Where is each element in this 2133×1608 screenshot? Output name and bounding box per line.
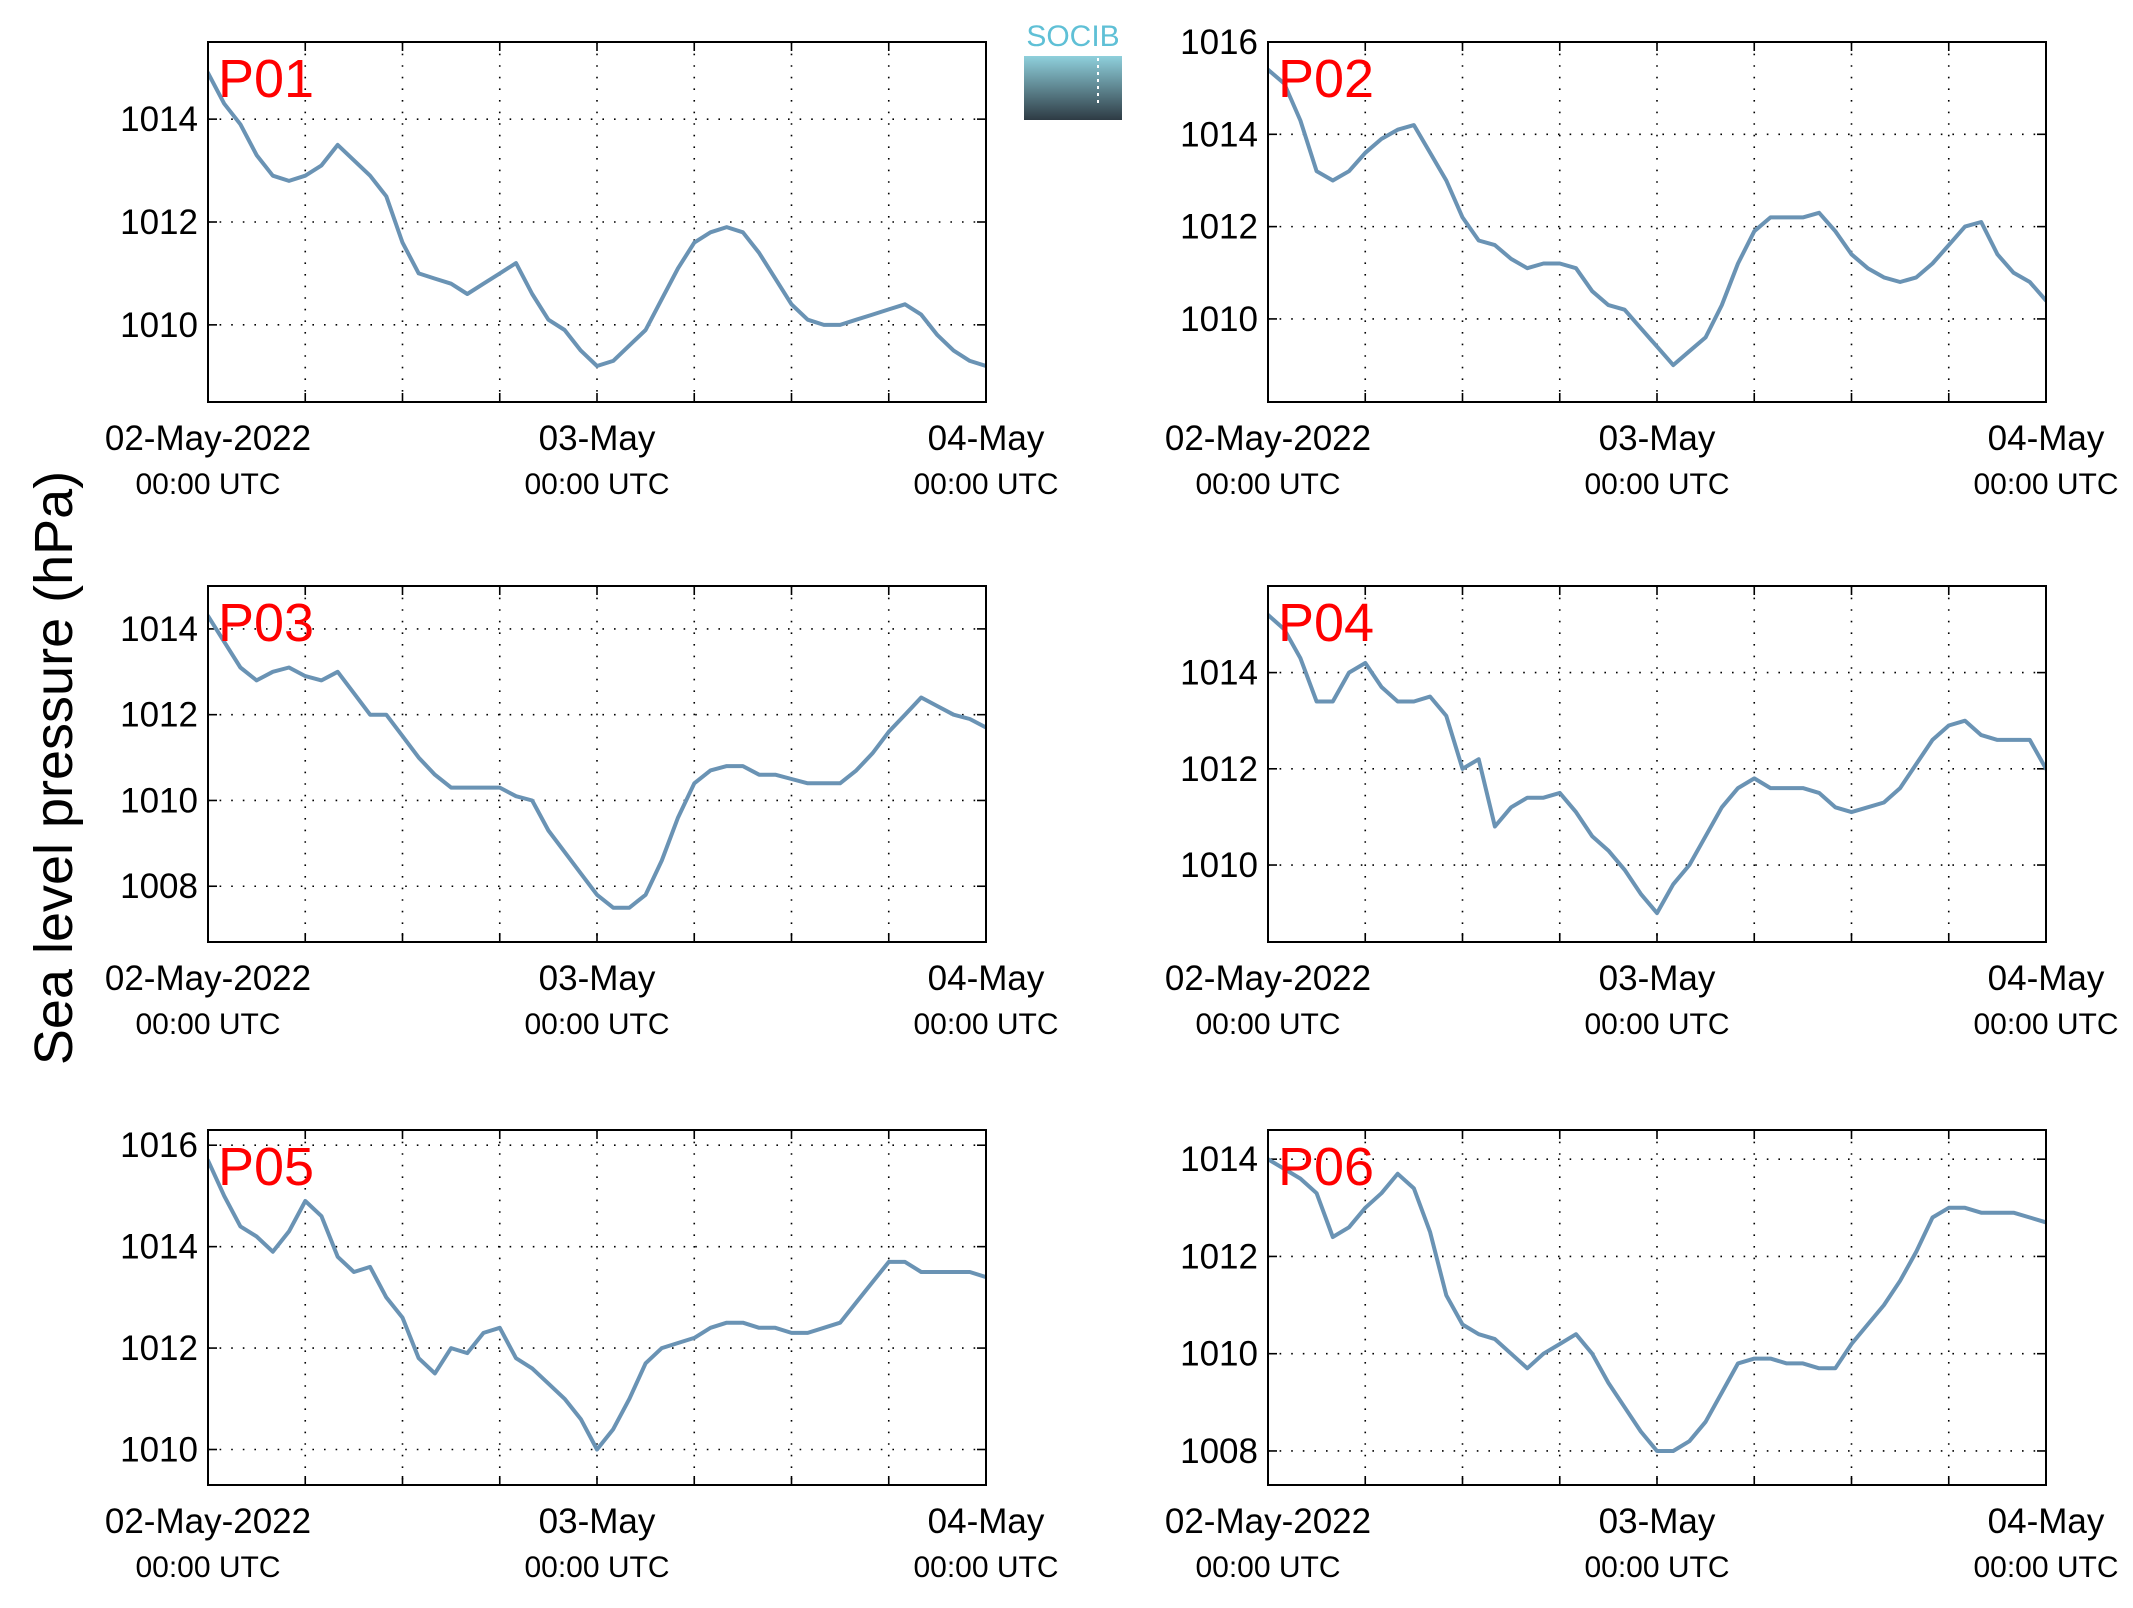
y-tick-label: 1010 <box>1180 1335 1258 1374</box>
x-tick-label-date: 02-May-2022 <box>1165 959 1371 998</box>
panel-label: P05 <box>218 1137 314 1197</box>
x-tick-label-date: 04-May <box>928 959 1045 998</box>
x-tick-label-date: 03-May <box>1599 1502 1716 1541</box>
y-tick-label: 1010 <box>1180 300 1258 339</box>
pressure-series-line <box>1268 1157 2046 1453</box>
y-tick-label: 1014 <box>120 100 198 139</box>
x-tick-label-date: 02-May-2022 <box>105 1502 311 1541</box>
pressure-series-line <box>208 70 986 368</box>
x-tick-label-date: 04-May <box>928 419 1045 458</box>
y-tick-label: 1012 <box>120 203 198 242</box>
x-tick-label-time: 00:00 UTC <box>913 1551 1058 1584</box>
y-tick-label: 1012 <box>1180 208 1258 247</box>
chart-panel-5: 1010 1012 1014 1016 02-May-2022 00:00 UTC 03-M… <box>105 1126 1059 1584</box>
x-tick-label-time: 00:00 UTC <box>1973 468 2118 501</box>
panel-label: P06 <box>1278 1137 1374 1197</box>
plot-frame <box>207 585 987 943</box>
pressure-series-line <box>208 614 986 910</box>
x-tick-label-date: 04-May <box>928 1502 1045 1541</box>
x-tick-label-time: 00:00 UTC <box>1195 1008 1340 1041</box>
x-tick-label-time: 00:00 UTC <box>1195 1551 1340 1584</box>
x-tick-label-date: 02-May-2022 <box>1165 1502 1371 1541</box>
plot-frame <box>207 41 987 403</box>
y-tick-label: 1012 <box>120 696 198 735</box>
y-tick-label: 1014 <box>1180 654 1258 693</box>
x-tick-label-date: 03-May <box>539 959 656 998</box>
y-tick-label: 1008 <box>1180 1432 1258 1471</box>
x-tick-label-date: 03-May <box>539 1502 656 1541</box>
y-tick-label: 1010 <box>120 781 198 820</box>
x-tick-label-time: 00:00 UTC <box>135 1008 280 1041</box>
x-tick-label-time: 00:00 UTC <box>1973 1008 2118 1041</box>
y-tick-label: 1014 <box>120 1228 198 1267</box>
x-tick-label-date: 03-May <box>539 419 656 458</box>
x-tick-label-time: 00:00 UTC <box>1973 1551 2118 1584</box>
y-tick-label: 1008 <box>120 867 198 906</box>
y-axis-label: Sea level pressure (hPa) <box>24 471 84 1065</box>
x-tick-label-date: 02-May-2022 <box>1165 419 1371 458</box>
panel-label: P02 <box>1278 49 1374 109</box>
y-tick-label: 1010 <box>120 1431 198 1470</box>
chart-panel-6: 1008 1010 1012 1014 02-May-2022 00:00 UTC 03-M… <box>1165 1129 2119 1584</box>
pressure-series-line <box>1268 612 2046 916</box>
socib-logo: SOCIB <box>1024 20 1122 120</box>
panel-label: P03 <box>218 593 314 653</box>
socib-logo-text: SOCIB <box>1026 20 1119 53</box>
y-tick-label: 1010 <box>120 306 198 345</box>
x-tick-label-date: 02-May-2022 <box>105 959 311 998</box>
y-tick-label: 1016 <box>1180 23 1258 62</box>
x-tick-label-date: 04-May <box>1988 1502 2105 1541</box>
pressure-series-line <box>1268 67 2046 368</box>
x-tick-label-time: 00:00 UTC <box>524 468 669 501</box>
plot-frame <box>1267 585 2047 943</box>
x-tick-label-time: 00:00 UTC <box>1584 468 1729 501</box>
x-tick-label-time: 00:00 UTC <box>1584 1551 1729 1584</box>
plot-frame <box>1267 1129 2047 1486</box>
x-tick-label-date: 04-May <box>1988 419 2105 458</box>
chart-panel-3: 1008 1010 1012 1014 02-May-2022 00:00 UTC 03-M… <box>105 585 1059 1041</box>
chart-panel-1: 1010 1012 1014 02-May-2022 00:00 UTC 03-May 00… <box>105 41 1059 501</box>
x-tick-label-date: 02-May-2022 <box>105 419 311 458</box>
pressure-series-line <box>208 1158 986 1452</box>
x-tick-label-date: 04-May <box>1988 959 2105 998</box>
x-tick-label-date: 03-May <box>1599 419 1716 458</box>
y-tick-label: 1010 <box>1180 846 1258 885</box>
x-tick-label-time: 00:00 UTC <box>135 468 280 501</box>
x-tick-label-time: 00:00 UTC <box>913 468 1058 501</box>
x-tick-label-time: 00:00 UTC <box>1584 1008 1729 1041</box>
panel-label: P04 <box>1278 593 1374 653</box>
x-tick-label-time: 00:00 UTC <box>1195 468 1340 501</box>
x-tick-label-time: 00:00 UTC <box>524 1551 669 1584</box>
x-tick-label-time: 00:00 UTC <box>913 1008 1058 1041</box>
x-tick-label-time: 00:00 UTC <box>524 1008 669 1041</box>
y-tick-label: 1014 <box>120 610 198 649</box>
panel-label: P01 <box>218 49 314 109</box>
y-tick-label: 1012 <box>1180 1237 1258 1276</box>
y-tick-label: 1012 <box>120 1329 198 1368</box>
plot-frame <box>207 1129 987 1486</box>
chart-panel-4: 1010 1012 1014 02-May-2022 00:00 UTC 03-May 00… <box>1165 585 2119 1041</box>
y-tick-label: 1014 <box>1180 115 1258 154</box>
x-tick-label-date: 03-May <box>1599 959 1716 998</box>
y-tick-label: 1016 <box>120 1126 198 1165</box>
y-tick-label: 1012 <box>1180 750 1258 789</box>
chart-panel-2: 1010 1012 1014 1016 02-May-2022 00:00 UTC 03-M… <box>1165 23 2119 501</box>
x-tick-label-time: 00:00 UTC <box>135 1551 280 1584</box>
y-tick-label: 1014 <box>1180 1140 1258 1179</box>
plot-frame <box>1267 41 2047 403</box>
